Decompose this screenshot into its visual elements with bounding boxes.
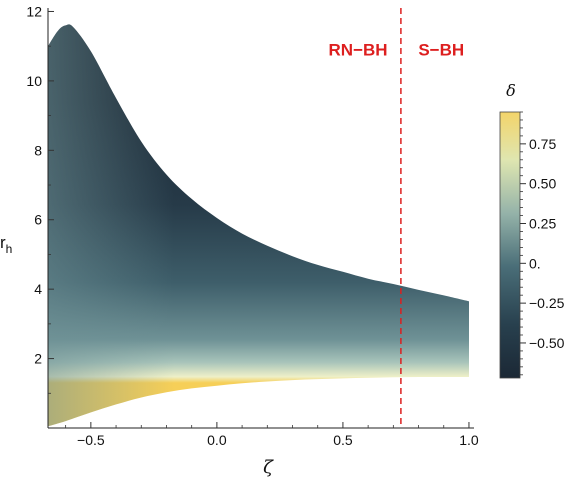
x-tick-label: 0.0: [207, 432, 227, 448]
x-axis-label: ζ: [263, 457, 274, 478]
colorbar: δ 0.75 0.50 0.25 0. −0.25 −0.50: [499, 81, 565, 379]
colorbar-ticks: 0.75 0.50 0.25 0. −0.25 −0.50: [520, 111, 565, 376]
colorbar-title: δ: [506, 81, 516, 100]
y-axis-label: rh: [0, 233, 12, 256]
annotations: RN−BH S−BH: [329, 41, 465, 60]
colorbar-tick-label: 0.50: [529, 176, 556, 192]
y-ticks: 2 4 6 8 10 12: [26, 3, 54, 394]
colorbar-tick-label: 0.: [529, 255, 541, 271]
region-label-1: S−BH: [418, 41, 464, 60]
y-tick-label: 6: [34, 212, 42, 228]
x-tick-label: −0.5: [77, 432, 105, 448]
x-tick-label: 0.5: [333, 432, 353, 448]
region-label-0: RN−BH: [329, 41, 388, 60]
y-tick-label: 8: [34, 142, 42, 158]
x-ticks: −0.5 0.0 0.5 1.0: [65, 422, 479, 448]
y-tick-label: 4: [34, 281, 42, 297]
y-axis-label-main: r: [0, 233, 6, 252]
heatmap-region-edge-shade: [48, 24, 469, 427]
y-tick-label: 2: [34, 351, 42, 367]
x-tick-label: 1.0: [459, 432, 479, 448]
y-tick-label: 10: [26, 73, 42, 89]
y-axis-label-subscript: h: [6, 242, 13, 256]
colorbar-tick-label: −0.50: [529, 335, 565, 351]
colorbar-tick-label: 0.25: [529, 215, 556, 231]
colorbar-tick-label: 0.75: [529, 136, 556, 152]
colorbar-tick-label: −0.25: [529, 295, 565, 311]
colorbar-gradient-bar: [499, 111, 521, 379]
y-tick-label: 12: [26, 3, 42, 19]
axes: −0.5 0.0 0.5 1.0 2 4 6 8 10 12: [26, 3, 478, 448]
